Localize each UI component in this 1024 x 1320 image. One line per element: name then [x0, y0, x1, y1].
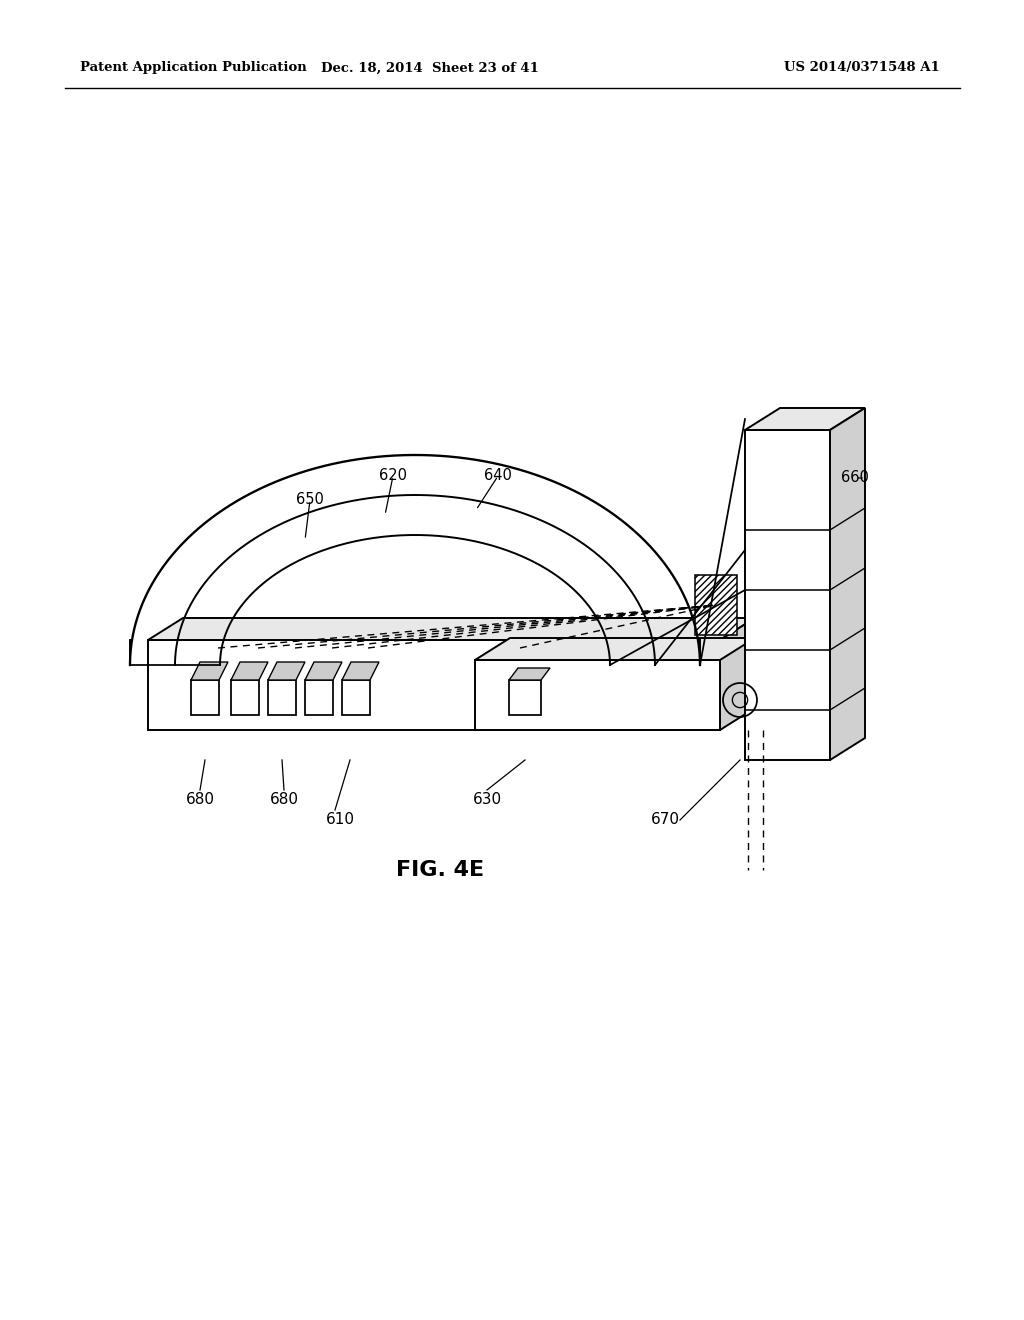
Polygon shape — [191, 663, 228, 680]
Bar — [342, 680, 370, 715]
Text: 640: 640 — [484, 469, 512, 483]
Polygon shape — [830, 408, 865, 760]
Text: Dec. 18, 2014  Sheet 23 of 41: Dec. 18, 2014 Sheet 23 of 41 — [322, 62, 539, 74]
Polygon shape — [475, 660, 720, 730]
Text: 650: 650 — [296, 492, 324, 507]
Bar — [191, 680, 219, 715]
Text: Patent Application Publication: Patent Application Publication — [80, 62, 307, 74]
Text: 660: 660 — [841, 470, 869, 486]
Polygon shape — [475, 638, 755, 660]
Bar — [509, 680, 541, 715]
Bar — [695, 576, 737, 635]
Polygon shape — [231, 663, 268, 680]
Polygon shape — [745, 430, 830, 760]
Bar — [268, 680, 296, 715]
Text: 630: 630 — [472, 792, 502, 808]
Bar — [231, 680, 259, 715]
Text: 620: 620 — [379, 469, 407, 483]
Text: 610: 610 — [326, 813, 354, 828]
Text: 680: 680 — [269, 792, 299, 808]
Polygon shape — [745, 408, 865, 430]
Polygon shape — [268, 663, 305, 680]
Polygon shape — [148, 618, 755, 640]
Bar — [305, 680, 333, 715]
Text: US 2014/0371548 A1: US 2014/0371548 A1 — [784, 62, 940, 74]
Polygon shape — [148, 640, 720, 730]
Text: FIG. 4E: FIG. 4E — [396, 861, 484, 880]
Polygon shape — [720, 618, 755, 730]
Polygon shape — [342, 663, 379, 680]
Polygon shape — [305, 663, 342, 680]
Text: 680: 680 — [185, 792, 214, 808]
Polygon shape — [509, 668, 550, 680]
Text: 670: 670 — [650, 813, 680, 828]
